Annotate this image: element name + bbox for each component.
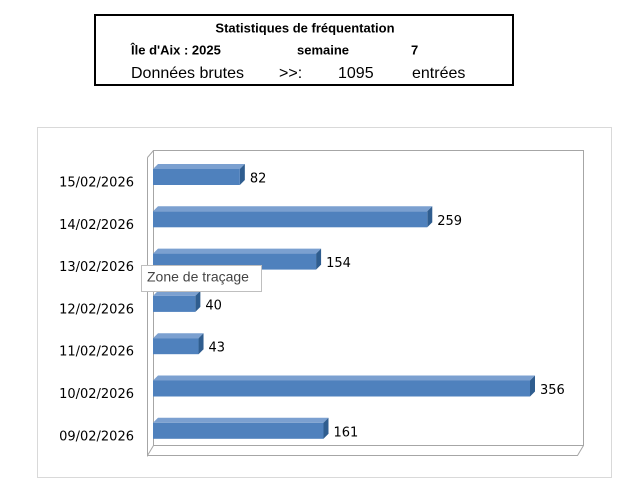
data-label: 154 [326,256,351,271]
bar-end [427,206,433,228]
bar [153,290,201,312]
header-unit: entrées [412,65,465,82]
y-tick-label: 09/02/2026 [59,429,134,444]
bar-front [153,338,199,355]
bar-top [153,206,433,212]
bar-end [530,375,535,397]
bar [153,206,433,228]
y-tick-label: 12/02/2026 [59,302,134,317]
tooltip-box [141,265,262,292]
header-place: Île d'Aix : 2025 [130,42,221,57]
tooltip-text: Zone de traçage [147,269,249,285]
data-label: 356 [540,383,565,398]
data-label: 82 [250,172,267,187]
bar-front [153,295,196,312]
bar-top [153,164,245,169]
bar-top [153,290,201,296]
header-box [94,14,514,86]
bar [153,417,329,439]
header-week-label: semaine [297,42,349,57]
bar [153,333,204,355]
bar [153,164,245,185]
bar-top [153,417,329,423]
y-tick-label: 11/02/2026 [59,345,134,360]
header-raw-label: Données brutes [131,65,244,82]
data-label: 161 [333,425,358,440]
bars: 15/02/2026 82 14/02/2026 259 13/02/2026 154 12… [59,164,565,444]
bar-top [153,248,322,254]
bar-end [198,333,204,355]
side-walls [147,150,584,458]
header-week: 7 [411,42,418,57]
bar-end [239,164,245,185]
y-tick-label: 13/02/2026 [59,260,134,275]
bar-front [153,422,324,439]
bar-top [153,333,204,339]
bar-end [195,290,201,312]
bar-end [323,417,329,439]
bar-front [153,380,530,397]
data-label: 43 [209,341,226,356]
y-tick-label: 15/02/2026 [59,176,134,191]
data-label: 40 [205,298,222,313]
bar-front [153,211,428,228]
data-label: 259 [437,214,462,229]
header-arrow: >>: [279,65,302,82]
header-title: Statistiques de fréquentation [215,20,394,35]
y-tick-label: 14/02/2026 [59,218,134,233]
tooltip: Zone de traçage [141,265,262,292]
bar-front [153,169,240,185]
y-tick-label: 10/02/2026 [59,387,134,402]
bar-top [153,375,535,381]
header-total: 1095 [338,65,374,82]
bar [153,375,535,397]
bar-end [316,248,322,270]
